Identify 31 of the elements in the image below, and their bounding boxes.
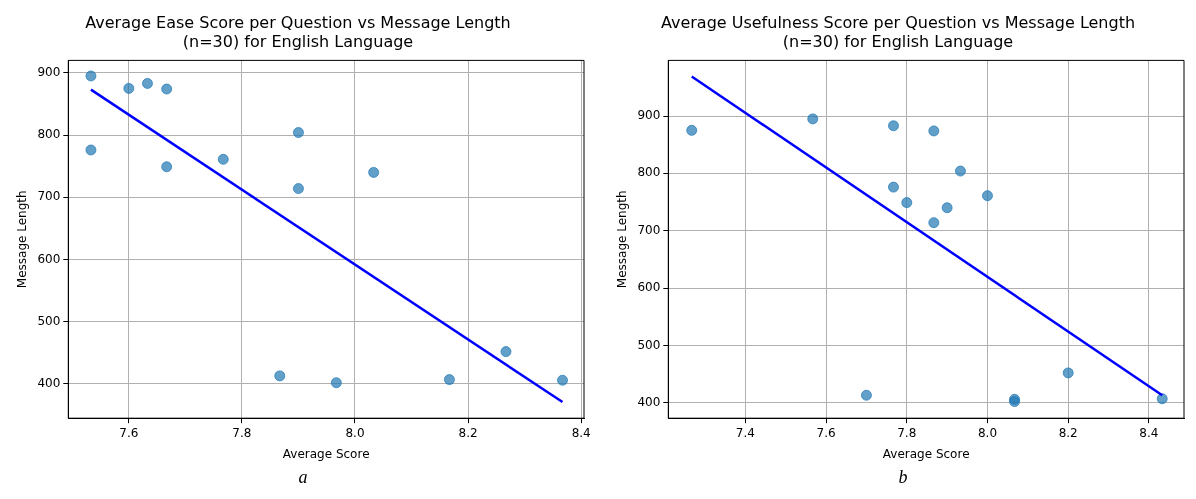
text: b [898, 466, 908, 488]
y-tick-label: 500 [37, 313, 61, 328]
y-tick-label: 800 [637, 165, 661, 180]
x-tick-label: 8.4 [1139, 425, 1159, 440]
x-tick-label: 7.4 [735, 425, 755, 440]
y-axis-title: Message Length [615, 190, 630, 289]
y-tick-label: 400 [37, 376, 61, 391]
y-tick-label: 900 [37, 64, 61, 79]
y-tick-label: 400 [637, 394, 661, 409]
y-tick-label: 500 [637, 337, 661, 352]
x-axis-title: Average Score [882, 446, 970, 461]
y-axis-title: Message Length [15, 190, 30, 289]
x-tick-label: 7.8 [897, 425, 917, 440]
y-tick-label: 800 [37, 127, 61, 142]
y-tick-label: 600 [637, 280, 661, 295]
x-tick-label: 8.4 [571, 425, 591, 440]
x-tick-label: 7.6 [119, 425, 139, 440]
y-tick-label: 700 [37, 189, 61, 204]
y-tick-label: 600 [37, 251, 61, 266]
x-tick-label: 8.0 [977, 425, 998, 440]
x-tick-label: 8.0 [345, 425, 365, 440]
x-tick-label: 8.2 [458, 425, 478, 440]
y-tick-label: 900 [637, 108, 661, 123]
x-tick-label: 8.2 [1058, 425, 1078, 440]
x-tick-label: 7.8 [232, 425, 252, 440]
chart-title: Average Usefulness Score per Question vs Message Length (n=30) for English Language [660, 12, 1136, 51]
chart-title: Average Ease Score per Question vs Message Length (n=30) for English Language [85, 12, 511, 51]
x-tick-label: 7.6 [816, 425, 836, 440]
x-axis-title: Average Score [282, 446, 370, 461]
y-tick-label: 700 [637, 222, 661, 237]
text: a [298, 466, 308, 488]
